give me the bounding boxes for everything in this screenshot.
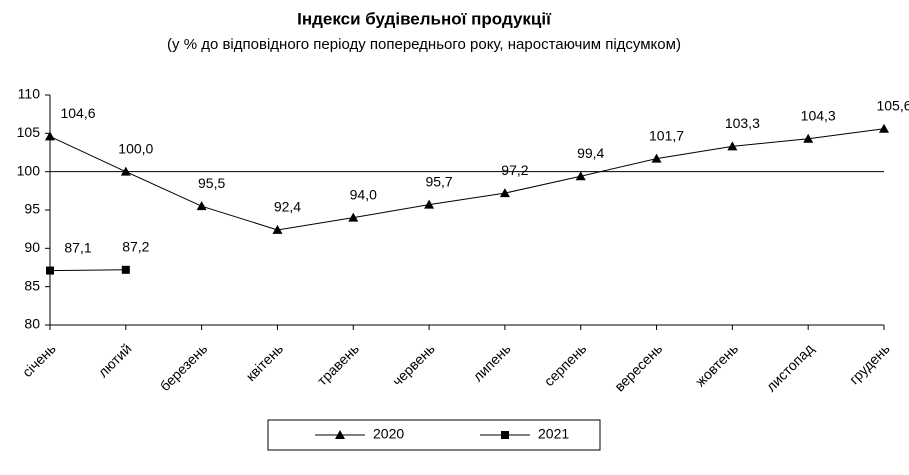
data-label: 94,0 (350, 186, 377, 202)
series-line (49, 128, 885, 231)
data-point (424, 199, 435, 209)
y-tick-label: 100 (17, 162, 41, 178)
data-label: 101,7 (649, 127, 684, 143)
x-tick-label: липень (470, 340, 514, 384)
data-label: 87,2 (122, 239, 149, 255)
legend-label: 2020 (373, 426, 404, 442)
data-point (46, 266, 54, 275)
legend-box (267, 419, 601, 451)
x-tick-label: червень (389, 340, 438, 389)
data-point (121, 265, 130, 274)
data-label: 100,0 (118, 140, 153, 156)
x-tick-label: січень (19, 340, 59, 380)
data-label: 99,4 (577, 145, 604, 161)
x-tick-label: листопад (763, 340, 817, 394)
data-label: 97,2 (501, 162, 528, 178)
data-point (651, 153, 662, 163)
data-point (575, 171, 586, 181)
data-label: 95,7 (425, 173, 452, 189)
x-tick-label: березень (157, 340, 211, 394)
data-label: 92,4 (274, 199, 301, 215)
data-point (120, 166, 131, 176)
data-label: 104,6 (60, 105, 95, 121)
data-point (45, 131, 55, 141)
legend-marker (335, 430, 345, 439)
data-point (727, 141, 738, 151)
data-label: 95,5 (198, 175, 225, 191)
chart-title: Індекси будівельної продукції (297, 9, 552, 28)
data-label: 105,6 (876, 97, 909, 113)
data-point (272, 224, 283, 234)
x-tick-label: квітень (243, 340, 287, 384)
x-tick-label: лютий (95, 340, 135, 380)
x-tick-label: жовтень (692, 340, 741, 389)
legend-label: 2021 (538, 426, 569, 442)
data-label: 104,3 (801, 107, 836, 123)
series-line (49, 269, 126, 272)
chart-subtitle: (у % до відповідного періоду попередньог… (167, 36, 681, 53)
y-tick-label: 80 (24, 316, 40, 332)
data-point (348, 212, 359, 222)
y-tick-label: 90 (24, 239, 40, 255)
data-point (879, 123, 889, 133)
y-tick-label: 110 (18, 86, 41, 102)
x-tick-label: грудень (846, 340, 893, 387)
data-label: 103,3 (725, 115, 760, 131)
y-tick-label: 95 (24, 201, 40, 217)
x-tick-label: вересень (611, 340, 665, 394)
y-tick-label: 85 (24, 277, 40, 293)
x-tick-label: травень (314, 340, 362, 388)
data-label: 87,1 (64, 239, 91, 255)
y-tick-label: 105 (17, 124, 41, 140)
data-point (803, 133, 814, 143)
data-point (196, 201, 207, 211)
x-tick-label: серпень (541, 340, 590, 389)
data-point (499, 188, 510, 198)
legend-marker (501, 431, 509, 439)
